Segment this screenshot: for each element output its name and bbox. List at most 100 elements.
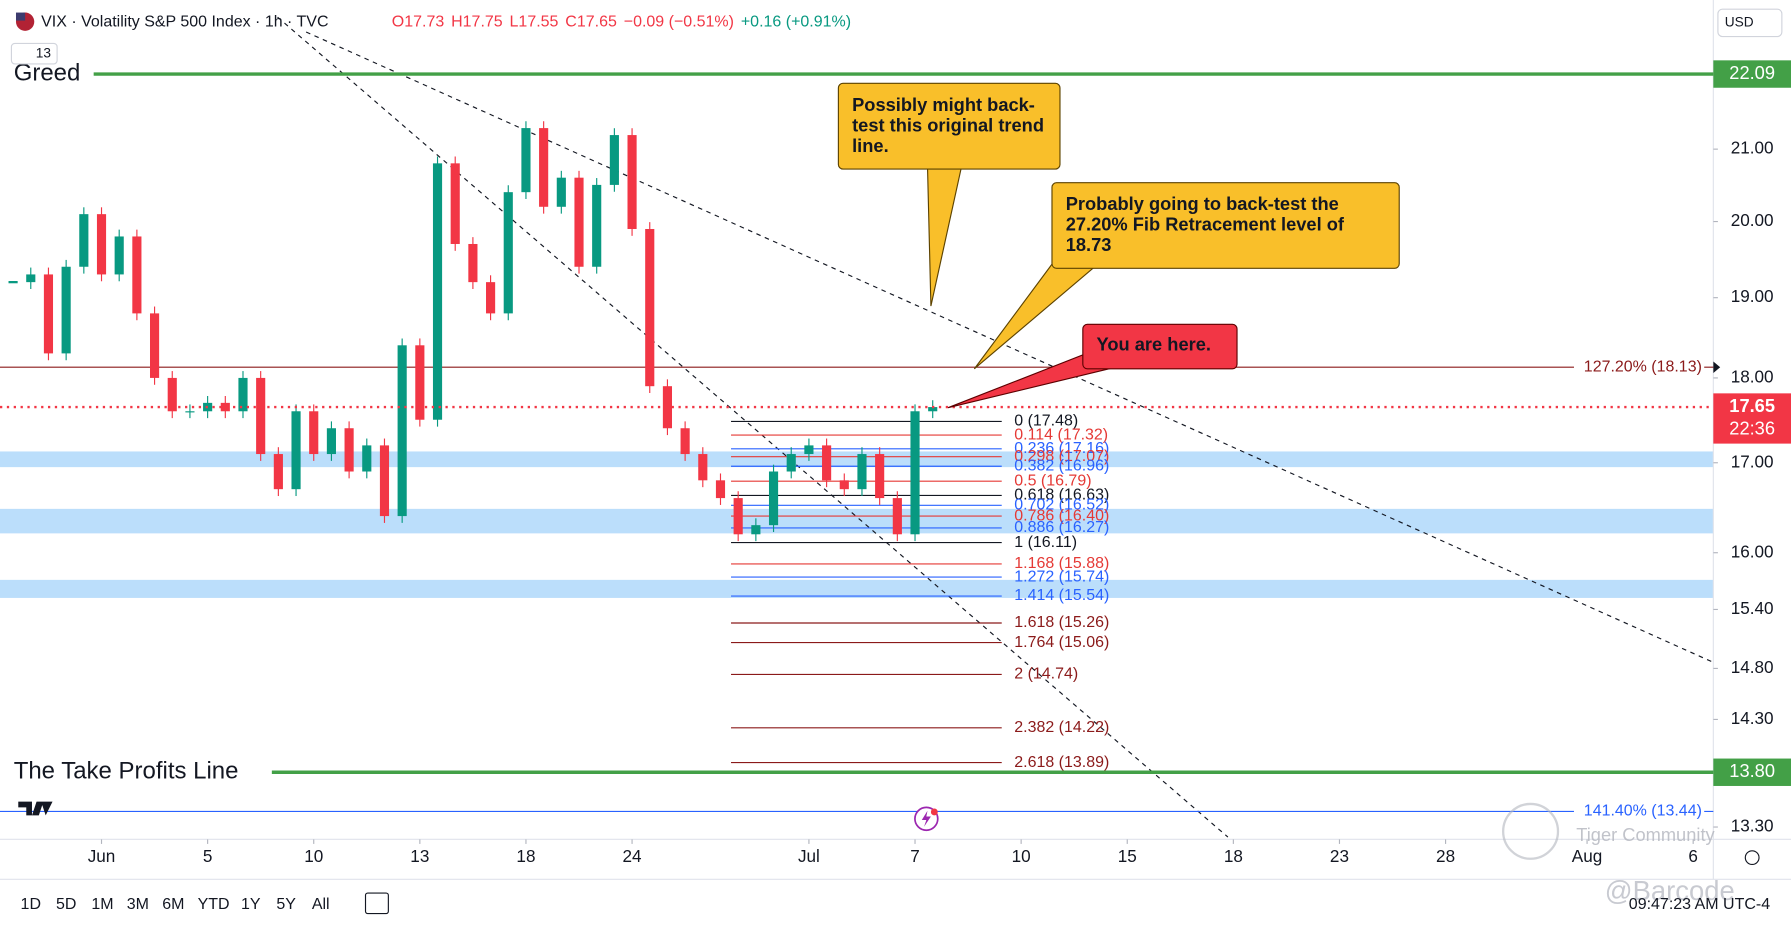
fib-label: 1 (16.11)	[1014, 534, 1077, 551]
candle	[273, 454, 283, 490]
range-button[interactable]: 1D	[20, 894, 42, 913]
candle	[415, 345, 425, 420]
zones	[0, 451, 1714, 598]
level-marker	[1713, 361, 1721, 373]
candle	[468, 243, 478, 283]
level-label: 127.20% (18.13)	[1584, 358, 1702, 375]
candle	[751, 525, 761, 535]
indicator-toggle[interactable]	[10, 42, 58, 65]
settings-icon[interactable]	[1744, 850, 1760, 866]
candle	[26, 274, 36, 283]
callout-text: Possibly might back-test this original t…	[852, 95, 1045, 157]
candle	[786, 454, 796, 472]
x-tick-label: 23	[1330, 846, 1349, 866]
countdown: 22:36	[1729, 418, 1775, 439]
candle	[875, 454, 885, 499]
candle	[645, 228, 655, 387]
fib-label: 0.5 (16.79)	[1014, 472, 1091, 489]
candle	[857, 454, 867, 490]
range-button[interactable]: 3M	[126, 894, 150, 913]
candle	[768, 471, 779, 526]
candle	[114, 236, 124, 275]
range-button[interactable]: 6M	[162, 894, 185, 913]
candle	[839, 480, 849, 490]
candle	[928, 407, 938, 412]
ohlc-value: C17.65	[565, 11, 617, 30]
range-button[interactable]: YTD	[197, 894, 230, 913]
level-label: 141.40% (13.44)	[1584, 803, 1702, 820]
candle	[379, 445, 390, 517]
watermark-logo	[1502, 802, 1560, 860]
fib-label: 0.702 (16.52)	[1014, 496, 1109, 513]
chart-layer: 21.00 20.00 19.00 18.00 17.00 16.00 15.40 14.80…	[0, 59, 1791, 866]
candle	[185, 411, 195, 413]
ohlc-value: H17.75	[451, 11, 503, 30]
y-tick-label: 15.40	[1731, 598, 1774, 618]
x-tick-label: 15	[1118, 846, 1137, 866]
price-box-label: 13.80	[1729, 760, 1775, 781]
ohlc-value: −0.09 (−0.51%)	[623, 11, 734, 30]
y-tick-label: 14.30	[1731, 708, 1774, 728]
candle	[539, 128, 549, 207]
candle	[362, 445, 372, 472]
level-label-bg	[1573, 801, 1705, 822]
candle	[733, 498, 743, 535]
y-tick-label: 20.00	[1731, 210, 1774, 230]
candle	[556, 177, 566, 207]
range-button[interactable]: 5Y	[276, 894, 296, 913]
range-button[interactable]: 1M	[91, 894, 114, 913]
candle	[486, 282, 496, 314]
date-range-icon[interactable]	[364, 892, 389, 915]
fib-label: 2.382 (14.22)	[1014, 719, 1109, 736]
x-tick-label: 24	[623, 846, 643, 866]
us-flag-icon	[15, 12, 26, 21]
price-box-label: 22.09	[1729, 62, 1775, 83]
fib-label: 1.414 (15.54)	[1014, 587, 1109, 604]
x-tick-label: 28	[1436, 846, 1455, 866]
current-price-label: 17.65	[1729, 395, 1775, 416]
level-label-bg	[1573, 356, 1705, 378]
callout-text: You are here.	[1096, 335, 1211, 356]
range-button[interactable]: 5D	[55, 894, 77, 913]
range-button[interactable]: All	[311, 894, 330, 913]
current-price-box	[1713, 393, 1791, 444]
candle	[432, 163, 443, 420]
fib-label: 0.236 (17.16)	[1014, 440, 1109, 457]
trend-line	[277, 16, 1229, 838]
x-tick-label: 10	[304, 846, 323, 866]
candle	[132, 236, 142, 314]
x-tick-label: 18	[516, 846, 535, 866]
candle	[326, 428, 336, 455]
candle	[521, 128, 531, 193]
y-tick-label: 18.00	[1731, 366, 1774, 386]
currency-box[interactable]	[1717, 8, 1783, 38]
ohlc-row: O17.73 H17.75 L17.55 C17.65 −0.09 (−0.51%) +0…	[392, 11, 851, 29]
fib-label: 1.168 (15.88)	[1014, 555, 1109, 572]
candle	[309, 411, 319, 455]
candle	[592, 184, 602, 267]
y-tick-label: 13.30	[1731, 816, 1774, 836]
fib-label: 2 (14.74)	[1014, 666, 1078, 683]
candle	[79, 214, 89, 267]
candle	[698, 454, 708, 481]
candle	[220, 402, 230, 412]
events-icon	[921, 810, 931, 827]
fib-label: 1.764 (15.06)	[1014, 634, 1109, 651]
candle	[822, 445, 832, 481]
callout-box	[1051, 182, 1400, 269]
zone	[0, 508, 1714, 534]
y-tick-label: 14.80	[1731, 657, 1774, 677]
line-name: The Take Profits Line	[14, 758, 239, 785]
y-tick-label: 19.00	[1731, 286, 1774, 306]
fib-label: 1.272 (15.74)	[1014, 568, 1109, 585]
candle	[892, 498, 902, 535]
fib-label: 0.298 (17.07)	[1014, 448, 1109, 465]
price-box	[1713, 60, 1791, 88]
candle	[804, 445, 814, 455]
range-button[interactable]: 1Y	[241, 894, 261, 913]
fib-label: 0.382 (16.96)	[1014, 457, 1109, 474]
fib-label: 1.618 (15.26)	[1014, 614, 1109, 631]
y-tick-label: 21.00	[1731, 138, 1774, 158]
